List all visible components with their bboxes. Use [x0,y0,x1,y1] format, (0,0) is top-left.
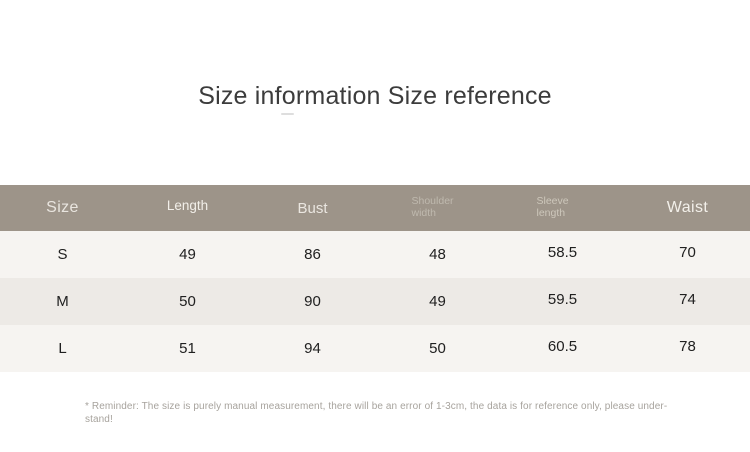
column-header-sleeve-length-label: Sleeve length [536,195,569,219]
column-header-waist: Waist [666,199,709,216]
cell-l-size: L [58,340,67,357]
title-underline-artifact [281,113,294,115]
cell-l-sleeve-length: 60.5 [547,338,578,355]
cell-s-length: 49 [179,246,196,263]
cell-l-length: 51 [179,340,196,357]
cell-m-waist: 74 [679,291,696,308]
cell-s-shoulder-width: 48 [429,246,446,263]
page-title: Size information Size reference [198,82,552,110]
cell-s-size: S [57,246,68,263]
cell-m-length: 50 [179,293,196,310]
cell-m-size: M [56,293,69,310]
cell-l-waist: 78 [679,338,696,355]
cell-m-bust: 90 [304,293,321,310]
column-header-sleeve-length: Sleeve length [500,195,625,221]
column-header-shoulder-width-label: Shoulder width [411,195,454,219]
footnote: * Reminder: The size is purely manual me… [85,400,693,426]
column-header-shoulder-width: Shoulder width [375,195,500,221]
table-row-l: L 51 94 50 60.5 78 [0,325,750,372]
table-row-m: M 50 90 49 59.5 74 [0,278,750,325]
cell-s-bust: 86 [304,246,321,263]
column-header-size: Size [46,199,79,216]
footnote-line1: * Reminder: The size is purely manual me… [85,401,668,412]
table-header-row: Size Length Bust Shoulder width Sleeve l… [0,185,750,231]
column-header-length: Length [166,197,209,213]
column-header-bust: Bust [297,199,328,217]
cell-m-shoulder-width: 49 [429,293,446,310]
table-row-s: S 49 86 48 58.5 70 [0,231,750,278]
cell-m-sleeve-length: 59.5 [547,291,578,308]
size-table: Size Length Bust Shoulder width Sleeve l… [0,185,750,372]
cell-s-waist: 70 [679,244,696,261]
cell-l-shoulder-width: 50 [429,340,446,357]
cell-s-sleeve-length: 58.5 [547,244,578,261]
footnote-line2: stand! [85,414,113,425]
cell-l-bust: 94 [304,340,321,357]
